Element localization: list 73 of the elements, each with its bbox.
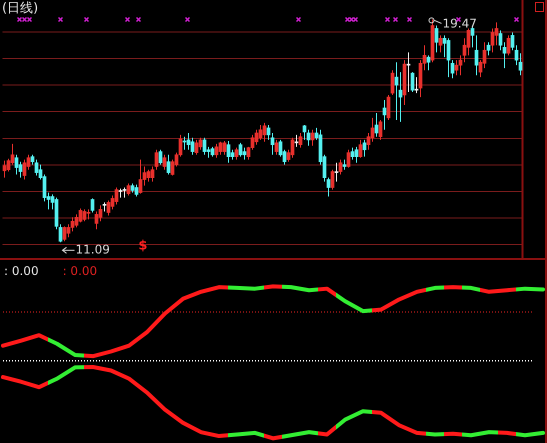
candlestick xyxy=(414,76,418,94)
candlestick xyxy=(454,60,458,76)
candlestick xyxy=(374,112,378,138)
candlestick xyxy=(238,142,242,158)
candlestick xyxy=(334,162,338,182)
candlestick xyxy=(254,129,258,146)
candlestick xyxy=(298,132,302,148)
candlestick xyxy=(134,184,138,198)
candlestick xyxy=(86,208,90,220)
candlestick xyxy=(214,143,218,158)
candlestick xyxy=(242,147,246,160)
candlestick xyxy=(338,159,342,175)
candlestick xyxy=(354,146,358,164)
candlestick xyxy=(342,159,346,170)
candlestick xyxy=(138,159,142,194)
candlestick xyxy=(218,141,222,156)
candlestick xyxy=(2,160,6,178)
candlestick xyxy=(226,140,230,164)
candlestick xyxy=(14,154,18,175)
candlestick xyxy=(294,134,298,148)
candlestick xyxy=(258,124,262,140)
candlestick xyxy=(438,34,442,53)
candlestick xyxy=(194,139,198,156)
annotation: 19.47 xyxy=(442,16,477,31)
candlestick xyxy=(386,94,390,120)
annotation: $ xyxy=(138,238,148,254)
candlestick xyxy=(506,34,510,56)
candlestick xyxy=(330,169,334,190)
candlestick xyxy=(426,54,430,71)
text: : 0.00 xyxy=(4,264,39,278)
candlestick xyxy=(22,159,26,180)
text: : 0.00 xyxy=(62,264,98,278)
annotation: 11.09 xyxy=(76,242,110,256)
chart-title: (日线) xyxy=(2,0,38,16)
candlestick xyxy=(290,137,294,158)
candlestick xyxy=(166,154,170,175)
candlestick xyxy=(118,188,122,198)
candlestick xyxy=(486,42,490,56)
candlestick xyxy=(190,137,194,156)
candlestick xyxy=(362,139,366,158)
candlestick xyxy=(446,38,450,78)
candlestick xyxy=(310,129,314,146)
candlestick xyxy=(358,139,362,158)
candlestick xyxy=(262,122,266,142)
candlestick xyxy=(82,208,86,222)
candlestick xyxy=(234,147,238,160)
candlestick xyxy=(406,52,410,93)
candlestick xyxy=(102,202,106,212)
candlestick xyxy=(202,137,206,156)
candlestick xyxy=(62,226,66,242)
candlestick xyxy=(378,119,382,140)
candlestick xyxy=(394,62,398,120)
candlestick xyxy=(130,183,134,194)
candlestick xyxy=(122,187,126,198)
candlestick xyxy=(126,183,130,196)
candlestick xyxy=(346,149,350,168)
candlestick xyxy=(350,147,354,160)
candlestick xyxy=(182,136,186,150)
candlestick xyxy=(162,154,166,170)
candlestick xyxy=(34,159,38,176)
candlestick xyxy=(274,139,278,156)
candlestick xyxy=(306,129,310,146)
candlestick xyxy=(158,149,162,166)
candlestick xyxy=(434,25,438,53)
candlestick xyxy=(474,34,478,76)
candlestick xyxy=(382,100,386,130)
candlestick xyxy=(146,169,150,182)
candlestick xyxy=(390,70,394,96)
candlestick xyxy=(410,72,414,93)
candlestick xyxy=(222,140,226,156)
candlestick xyxy=(210,146,214,158)
candlestick xyxy=(90,198,94,214)
candlestick xyxy=(114,187,118,206)
